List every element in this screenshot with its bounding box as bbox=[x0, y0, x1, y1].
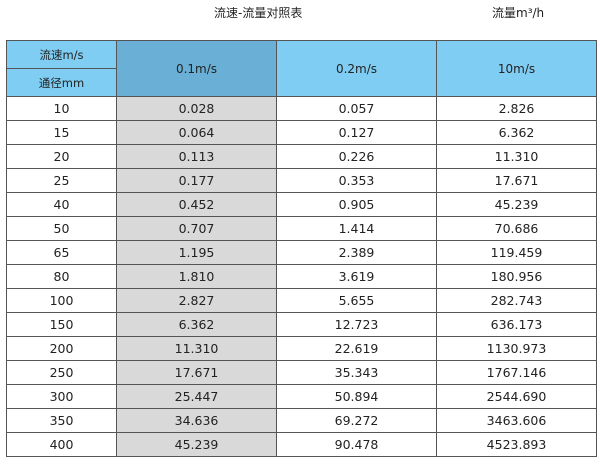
flow-cell: 90.478 bbox=[276, 432, 437, 457]
flow-table: 流速m/s 0.1m/s 0.2m/s 10m/s 通径mm 10 0.028 0.… bbox=[6, 40, 597, 457]
flow-cell: 0.707 bbox=[116, 216, 277, 241]
diameter-cell: 50 bbox=[6, 216, 117, 241]
diameter-cell: 15 bbox=[6, 120, 117, 145]
flow-cell: 25.447 bbox=[116, 384, 277, 409]
flow-cell: 4523.893 bbox=[436, 432, 597, 457]
diameter-cell: 250 bbox=[6, 360, 117, 385]
diameter-cell: 200 bbox=[6, 336, 117, 361]
flow-cell: 0.905 bbox=[276, 192, 437, 217]
flow-cell: 3463.606 bbox=[436, 408, 597, 433]
flow-cell: 50.894 bbox=[276, 384, 437, 409]
flow-cell: 0.177 bbox=[116, 168, 277, 193]
flow-cell: 45.239 bbox=[116, 432, 277, 457]
table-row: 40 0.452 0.905 45.239 bbox=[6, 192, 597, 217]
flow-cell: 70.686 bbox=[436, 216, 597, 241]
flow-cell: 3.619 bbox=[276, 264, 437, 289]
table-row: 65 1.195 2.389 119.459 bbox=[6, 240, 597, 265]
diameter-header: 通径mm bbox=[6, 68, 117, 97]
flow-cell: 2.389 bbox=[276, 240, 437, 265]
table-row: 150 6.362 12.723 636.173 bbox=[6, 312, 597, 337]
diameter-cell: 400 bbox=[6, 432, 117, 457]
flow-cell: 0.057 bbox=[276, 96, 437, 121]
flow-cell: 0.353 bbox=[276, 168, 437, 193]
flow-cell: 17.671 bbox=[116, 360, 277, 385]
table-row: 80 1.810 3.619 180.956 bbox=[6, 264, 597, 289]
flow-cell: 636.173 bbox=[436, 312, 597, 337]
flow-cell: 34.636 bbox=[116, 408, 277, 433]
flow-cell: 2544.690 bbox=[436, 384, 597, 409]
flow-cell: 0.452 bbox=[116, 192, 277, 217]
diameter-cell: 300 bbox=[6, 384, 117, 409]
flow-cell: 22.619 bbox=[276, 336, 437, 361]
flow-cell: 2.827 bbox=[116, 288, 277, 313]
column-header: 0.1m/s bbox=[116, 40, 277, 97]
table-title: 流速-流量对照表 bbox=[214, 6, 303, 20]
table-row: 100 2.827 5.655 282.743 bbox=[6, 288, 597, 313]
flow-cell: 0.127 bbox=[276, 120, 437, 145]
diameter-cell: 150 bbox=[6, 312, 117, 337]
flow-cell: 2.826 bbox=[436, 96, 597, 121]
flow-cell: 0.028 bbox=[116, 96, 277, 121]
diameter-cell: 10 bbox=[6, 96, 117, 121]
unit-title: 流量m³/h bbox=[492, 6, 545, 20]
table-row: 15 0.064 0.127 6.362 bbox=[6, 120, 597, 145]
flow-cell: 5.655 bbox=[276, 288, 437, 313]
flow-cell: 1.810 bbox=[116, 264, 277, 289]
flow-cell: 0.113 bbox=[116, 144, 277, 169]
table-row: 350 34.636 69.272 3463.606 bbox=[6, 408, 597, 433]
diameter-cell: 80 bbox=[6, 264, 117, 289]
column-header: 10m/s bbox=[436, 40, 597, 97]
column-header: 0.2m/s bbox=[276, 40, 437, 97]
diameter-cell: 65 bbox=[6, 240, 117, 265]
flow-cell: 0.064 bbox=[116, 120, 277, 145]
table-row: 20 0.113 0.226 11.310 bbox=[6, 144, 597, 169]
flow-cell: 0.226 bbox=[276, 144, 437, 169]
flow-cell: 11.310 bbox=[436, 144, 597, 169]
flow-cell: 6.362 bbox=[436, 120, 597, 145]
flow-cell: 1.414 bbox=[276, 216, 437, 241]
velocity-header: 流速m/s bbox=[6, 40, 117, 69]
flow-cell: 180.956 bbox=[436, 264, 597, 289]
table-row: 250 17.671 35.343 1767.146 bbox=[6, 360, 597, 385]
flow-cell: 12.723 bbox=[276, 312, 437, 337]
diameter-cell: 350 bbox=[6, 408, 117, 433]
diameter-cell: 40 bbox=[6, 192, 117, 217]
flow-cell: 1767.146 bbox=[436, 360, 597, 385]
table-row: 400 45.239 90.478 4523.893 bbox=[6, 432, 597, 457]
table-row: 10 0.028 0.057 2.826 bbox=[6, 96, 597, 121]
flow-cell: 1.195 bbox=[116, 240, 277, 265]
flow-cell: 17.671 bbox=[436, 168, 597, 193]
diameter-cell: 100 bbox=[6, 288, 117, 313]
flow-cell: 119.459 bbox=[436, 240, 597, 265]
flow-cell: 11.310 bbox=[116, 336, 277, 361]
flow-cell: 45.239 bbox=[436, 192, 597, 217]
table-row: 25 0.177 0.353 17.671 bbox=[6, 168, 597, 193]
diameter-cell: 25 bbox=[6, 168, 117, 193]
flow-cell: 282.743 bbox=[436, 288, 597, 313]
flow-cell: 35.343 bbox=[276, 360, 437, 385]
diameter-cell: 20 bbox=[6, 144, 117, 169]
table-row: 300 25.447 50.894 2544.690 bbox=[6, 384, 597, 409]
table-row: 50 0.707 1.414 70.686 bbox=[6, 216, 597, 241]
flow-cell: 69.272 bbox=[276, 408, 437, 433]
table-row: 200 11.310 22.619 1130.973 bbox=[6, 336, 597, 361]
flow-cell: 1130.973 bbox=[436, 336, 597, 361]
flow-cell: 6.362 bbox=[116, 312, 277, 337]
